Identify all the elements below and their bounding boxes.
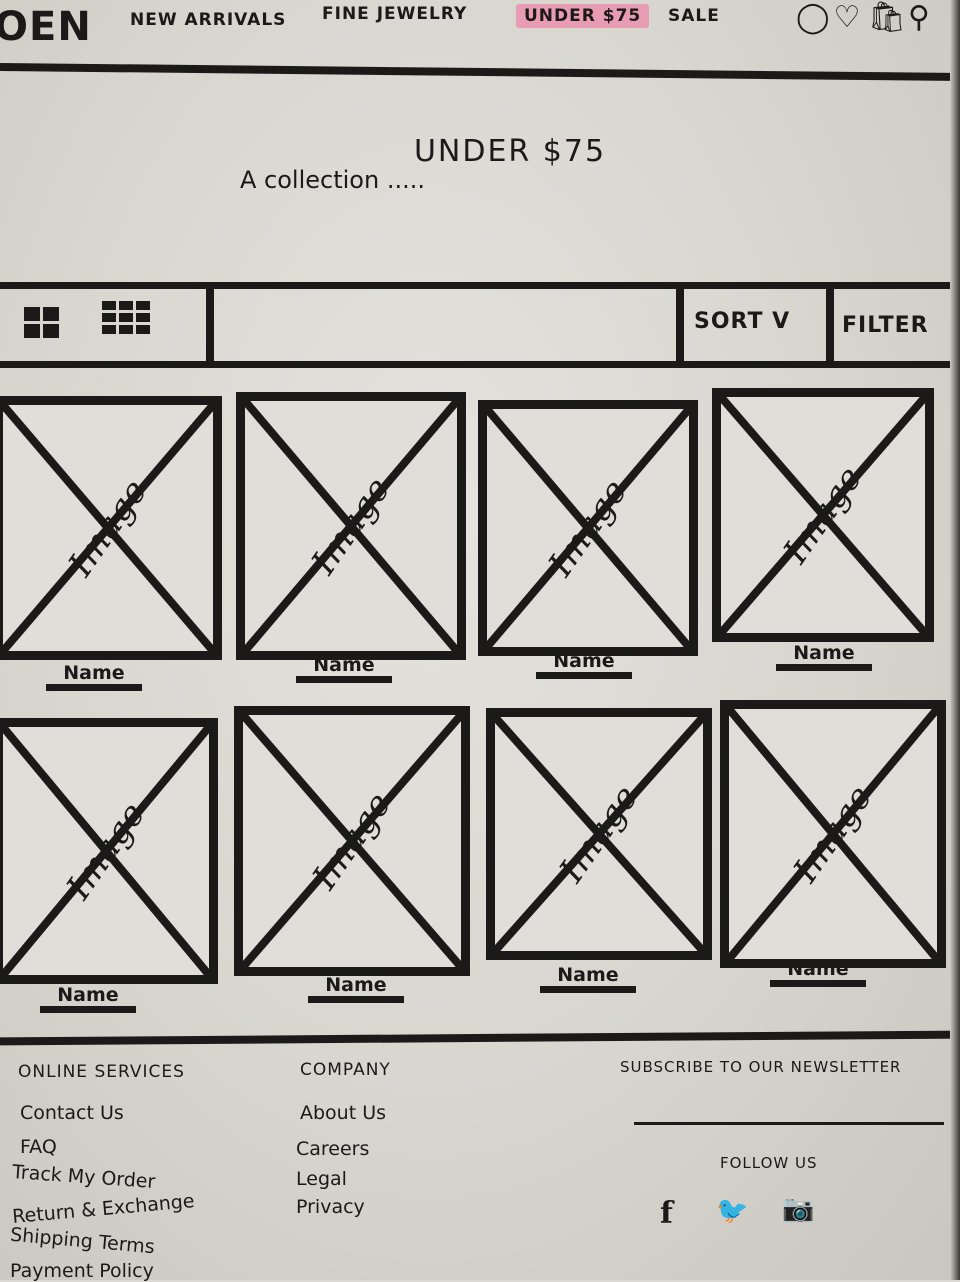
page-title: Under $75 <box>413 134 607 169</box>
toolbar-search-field[interactable] <box>216 289 671 361</box>
product-image-placeholder[interactable]: Image <box>234 706 470 976</box>
footer-heading-online-services: Online Services <box>18 1062 185 1082</box>
newsletter-email-input[interactable] <box>634 1122 944 1125</box>
product-image-placeholder[interactable]: Image <box>478 400 698 656</box>
filter-button[interactable]: Filter <box>842 313 929 338</box>
product-name[interactable]: Name <box>536 650 632 679</box>
toolbar-divider <box>826 289 834 361</box>
footer-heading-company: Company <box>300 1060 391 1080</box>
product-image-placeholder[interactable]: Image <box>0 718 218 984</box>
footer-link-legal[interactable]: Legal <box>296 1168 347 1190</box>
product-image-placeholder[interactable]: Image <box>712 388 934 642</box>
page-subtitle: A collection ..... <box>240 166 425 194</box>
nav-under-75[interactable]: Under $75 <box>516 4 650 28</box>
product-image-placeholder[interactable]: Image <box>0 396 222 660</box>
product-image-placeholder[interactable]: Image <box>236 392 466 660</box>
toolbar-divider <box>676 289 684 361</box>
footer-link-faq[interactable]: FAQ <box>20 1136 57 1158</box>
paper-edge-shadow <box>950 0 960 1280</box>
product-image-placeholder[interactable]: Image <box>486 708 712 960</box>
footer-link-payment[interactable]: Payment Policy <box>10 1260 154 1282</box>
footer-link-privacy[interactable]: Privacy <box>296 1196 365 1218</box>
follow-us-label: Follow us <box>720 1154 818 1172</box>
nav-sale[interactable]: Sale <box>668 6 720 26</box>
placeholder-cross-icon <box>243 715 461 967</box>
product-name[interactable]: Name <box>308 974 404 1003</box>
wishlist-icon[interactable]: ♡ <box>833 0 861 35</box>
product-name[interactable]: Name <box>540 964 636 993</box>
facebook-icon[interactable]: f <box>660 1196 673 1231</box>
product-toolbar: Sort V Filter <box>0 282 960 368</box>
twitter-icon[interactable]: 🐦 <box>716 1196 749 1226</box>
placeholder-cross-icon <box>3 405 213 651</box>
header-icons: ◯ ♡ 🛍 ⚲ <box>796 0 934 35</box>
product-name[interactable]: Name <box>296 654 392 683</box>
footer-link-careers[interactable]: Careers <box>296 1138 370 1160</box>
product-name[interactable]: Name <box>770 958 866 987</box>
placeholder-cross-icon <box>487 409 689 647</box>
placeholder-cross-icon <box>721 397 925 633</box>
search-icon[interactable]: ⚲ <box>908 0 930 35</box>
sort-button[interactable]: Sort V <box>694 309 791 334</box>
footer-link-contact[interactable]: Contact Us <box>20 1102 124 1124</box>
instagram-icon[interactable]: 📷 <box>782 1194 815 1224</box>
account-icon[interactable]: ◯ <box>796 0 830 35</box>
newsletter-heading: Subscribe to our newsletter <box>620 1058 902 1076</box>
product-name[interactable]: Name <box>46 662 142 691</box>
footer-link-about[interactable]: About Us <box>300 1102 387 1124</box>
nav-new-arrivals[interactable]: New Arrivals <box>130 10 287 30</box>
grid-4-view-icon[interactable] <box>102 301 150 334</box>
product-name[interactable]: Name <box>40 984 136 1013</box>
grid-2-view-icon[interactable] <box>24 307 59 338</box>
bag-icon[interactable]: 🛍 <box>868 0 907 35</box>
toolbar-divider <box>206 289 214 361</box>
product-name[interactable]: Name <box>776 642 872 671</box>
placeholder-cross-icon <box>3 727 209 975</box>
brand-logo[interactable]: OEN <box>0 4 92 50</box>
placeholder-cross-icon <box>495 717 703 951</box>
product-image-placeholder[interactable]: Image <box>720 700 946 968</box>
placeholder-cross-icon <box>245 401 457 651</box>
placeholder-cross-icon <box>729 709 937 959</box>
nav-fine-jewelry[interactable]: Fine Jewelry <box>322 4 468 24</box>
